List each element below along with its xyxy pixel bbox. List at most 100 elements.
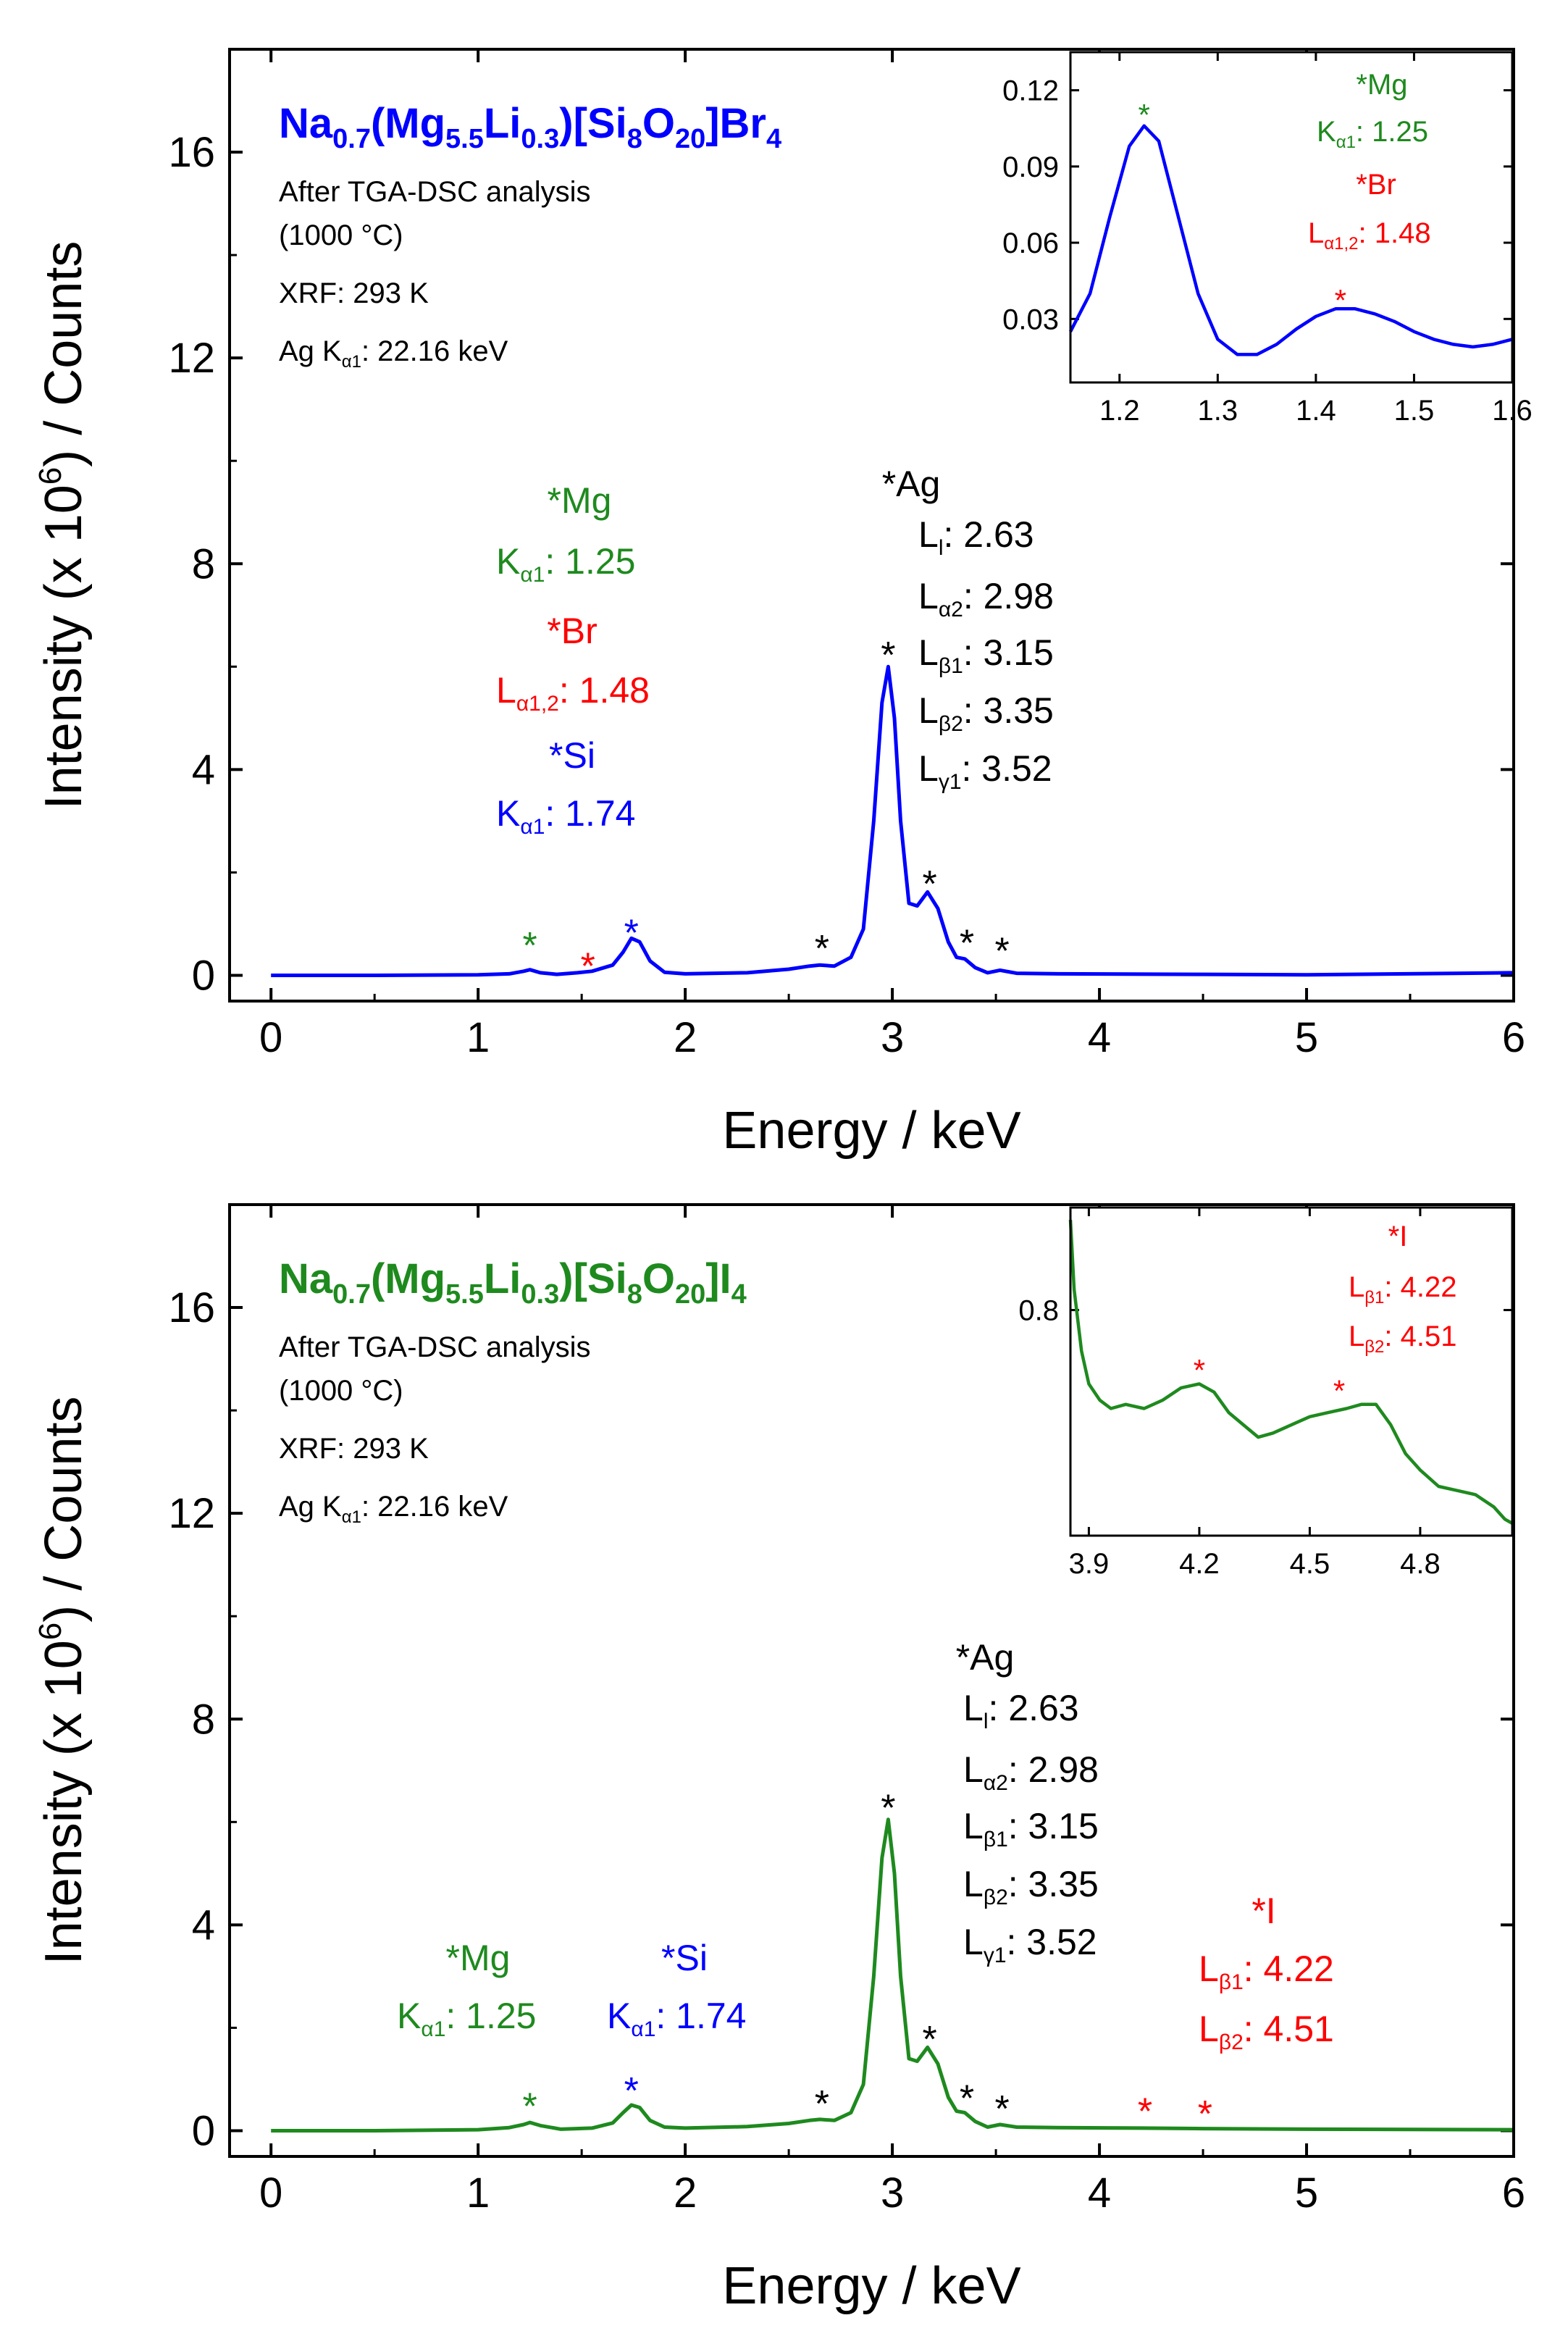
info-line1: After TGA-DSC analysis xyxy=(279,1331,591,1363)
subscript: β1 xyxy=(1364,1288,1384,1307)
value: : 3.15 xyxy=(1008,1806,1099,1846)
symbol: L xyxy=(963,1806,984,1846)
mg-label-line: Kα1: 1.25 xyxy=(397,1996,537,2041)
subscript: β1 xyxy=(1219,1970,1244,1994)
formula-part: ]Br xyxy=(705,100,766,147)
value: : 4.22 xyxy=(1384,1271,1456,1303)
subscript: α1 xyxy=(520,563,545,587)
mg-label-line: Kα1: 1.25 xyxy=(496,541,636,587)
compound-formula: Na0.7(Mg5.5Li0.3)[Si8O20]Br4 xyxy=(279,100,781,154)
subscript: α1 xyxy=(520,815,545,839)
ylabel-superscript: 6 xyxy=(33,1623,68,1640)
peak-star: * xyxy=(581,946,595,988)
value: : 2.98 xyxy=(1008,1749,1099,1790)
symbol: K xyxy=(397,1996,421,2036)
inset-background xyxy=(1070,52,1512,382)
value: : 1.48 xyxy=(559,670,650,711)
formula-part: )[Si xyxy=(559,1255,626,1302)
formula-subscript: 5.5 xyxy=(445,124,484,154)
br-label-title: *Br xyxy=(547,611,597,651)
value: : 1.25 xyxy=(545,541,635,582)
value: : 2.98 xyxy=(963,576,1054,616)
inset-peak-star: * xyxy=(1138,98,1149,132)
peak-star: * xyxy=(1138,2091,1152,2133)
inset-frame xyxy=(1069,1206,1514,1537)
inset-x-tick-label: 1.4 xyxy=(1296,395,1336,427)
symbol: L xyxy=(963,1688,984,1728)
mg-label-title: *Mg xyxy=(446,1938,511,1978)
subscript: l xyxy=(984,1709,989,1733)
y-tick-label: 8 xyxy=(192,540,215,587)
symbol: L xyxy=(496,670,516,711)
peak-star: * xyxy=(523,925,537,967)
symbol: L xyxy=(1308,217,1324,249)
si-label-title: *Si xyxy=(549,735,595,776)
x-tick-label: 2 xyxy=(674,1014,697,1061)
inset-i-title: *I xyxy=(1388,1221,1408,1252)
value: : 4.51 xyxy=(1384,1321,1456,1352)
subscript: β2 xyxy=(939,712,963,736)
subscript: β2 xyxy=(1364,1337,1384,1357)
peak-star: * xyxy=(922,2019,936,2061)
inset-x-tick-label: 3.9 xyxy=(1069,1548,1110,1580)
peak-star: * xyxy=(960,923,974,965)
value: : 3.15 xyxy=(963,632,1054,673)
symbol: L xyxy=(1199,2009,1219,2049)
ag-label-line: Lβ1: 3.15 xyxy=(963,1806,1099,1851)
inset-y-tick-label: 0.09 xyxy=(1002,151,1059,183)
ylabel-superscript: 6 xyxy=(33,467,68,485)
subscript: γ1 xyxy=(939,770,962,794)
spectrum-line xyxy=(271,664,1514,977)
symbol: L xyxy=(918,748,939,789)
formula-subscript: 0.7 xyxy=(332,1279,371,1310)
inset-peak-star: * xyxy=(1335,283,1346,317)
ag-label-title: *Ag xyxy=(956,1637,1015,1678)
formula-part: Li xyxy=(484,1255,521,1302)
value: : 3.35 xyxy=(963,690,1054,731)
inset-peak-star: * xyxy=(1333,1373,1345,1407)
value: : 1.74 xyxy=(655,1996,746,2036)
peak-star: * xyxy=(922,863,936,905)
subscript: α1 xyxy=(631,2017,655,2041)
x-tick-label: 1 xyxy=(466,2169,490,2217)
peak-star: * xyxy=(523,2085,537,2127)
formula-part: O xyxy=(642,100,675,147)
x-tick-label: 5 xyxy=(1295,2169,1318,2217)
subscript: β2 xyxy=(984,1886,1008,1909)
ag-label-line: Lβ2: 3.35 xyxy=(963,1864,1099,1909)
symbol: Ag K xyxy=(279,335,342,367)
symbol: L xyxy=(1199,1949,1219,1989)
compound-formula: Na0.7(Mg5.5Li0.3)[Si8O20]I4 xyxy=(279,1255,747,1310)
symbol: L xyxy=(963,1864,984,1904)
inset-x-tick-label: 1.5 xyxy=(1394,395,1435,427)
i-label-title: *I xyxy=(1252,1891,1275,1931)
inset-y-tick-label: 0.03 xyxy=(1002,304,1059,335)
symbol: K xyxy=(496,793,520,834)
value: : 1.25 xyxy=(445,1996,536,2036)
symbol: K xyxy=(496,541,520,582)
formula-part: O xyxy=(642,1255,675,1302)
info-line2: (1000 °C) xyxy=(279,219,403,251)
x-tick-label: 0 xyxy=(259,2169,282,2217)
inset-top: 1.2 1.3 1.4 1.5 1.6 0.03 0.06 0.09 0.12 * * *Mg Kα1:… xyxy=(1002,51,1533,427)
x-axis-label: Energy / keV xyxy=(722,2257,1020,2315)
info-line4: Ag Kα1: 22.16 keV xyxy=(279,1491,508,1527)
formula-subscript: 20 xyxy=(675,1279,705,1310)
inset-spectrum-line xyxy=(1068,124,1513,356)
formula-part: (Mg xyxy=(371,100,445,147)
subscript: β1 xyxy=(939,654,963,678)
subscript: α1 xyxy=(342,1507,361,1527)
y-tick-label: 16 xyxy=(168,1284,215,1331)
x-tick-label: 4 xyxy=(1088,1014,1111,1061)
i-label-line2: Lβ2: 4.51 xyxy=(1199,2009,1334,2054)
x-tick-label: 0 xyxy=(259,1014,282,1061)
x-tick-label: 5 xyxy=(1295,1014,1318,1061)
subscript: α1 xyxy=(421,2017,445,2041)
inset-x-tick-label: 1.2 xyxy=(1099,395,1140,427)
inset-spectrum-line xyxy=(1068,1219,1514,1525)
inset-x-tick-label: 1.3 xyxy=(1198,395,1238,427)
formula-part: Li xyxy=(484,100,521,147)
formula-subscript: 4 xyxy=(766,124,781,154)
